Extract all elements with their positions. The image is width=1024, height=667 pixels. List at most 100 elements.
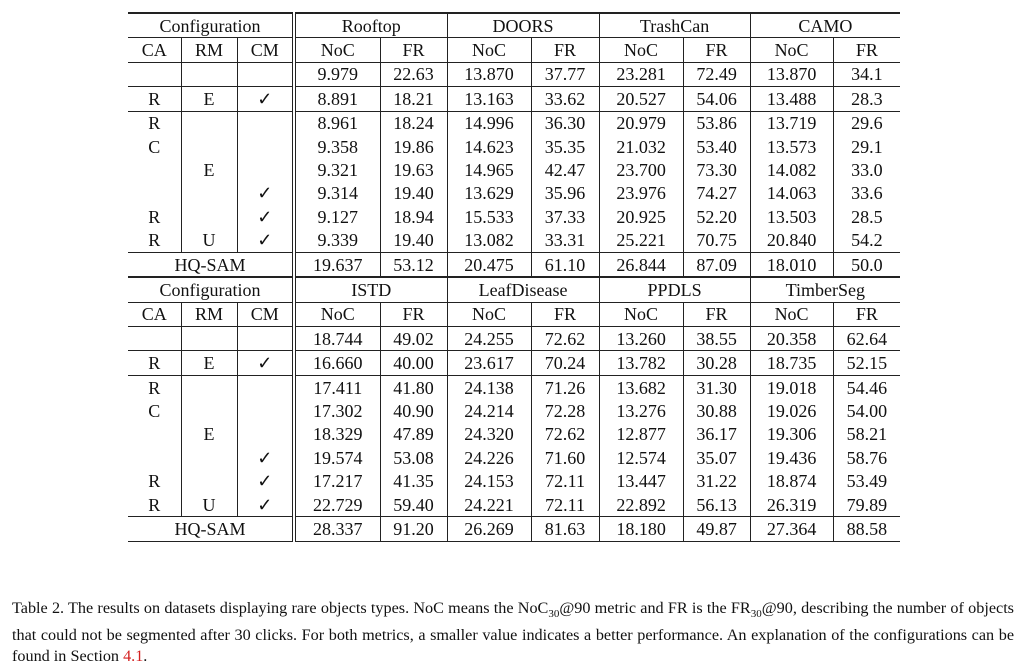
metric-header: NoC — [292, 37, 381, 63]
value-cell: 19.574 — [292, 446, 381, 470]
value-cell: 72.11 — [530, 492, 600, 517]
table-row: R E ✓ 8.891 18.21 13.163 33.62 20.527 54.06 13.48… — [128, 86, 901, 112]
value-cell: 17.302 — [292, 399, 381, 423]
table-row: 9.979 22.63 13.870 37.77 23.281 72.49 13.870 34… — [128, 61, 901, 87]
value-cell: 61.10 — [530, 251, 600, 278]
value-cell: 19.026 — [749, 399, 834, 423]
dataset-header: Rooftop — [292, 12, 448, 38]
value-cell: 41.80 — [379, 374, 448, 400]
value-cell: 26.269 — [446, 516, 532, 542]
value-cell: 12.877 — [598, 422, 684, 447]
metric-header: FR — [379, 37, 448, 63]
caption-text-2: @90 metric and FR is the FR — [559, 599, 751, 618]
results-table: Configuration Rooftop DOORS TrashCan CAMO CA R… — [128, 12, 901, 542]
value-cell: 53.86 — [682, 110, 751, 135]
section-link[interactable]: 4.1 — [123, 647, 144, 666]
hq-sam-label: HQ-SAM — [128, 516, 295, 542]
config-cell: R — [128, 110, 181, 135]
value-cell: 33.62 — [530, 86, 600, 112]
config-cell — [180, 399, 237, 423]
value-cell: 35.35 — [530, 134, 600, 159]
value-cell: 36.30 — [530, 110, 600, 135]
config-cell — [236, 422, 295, 447]
value-cell: 13.260 — [598, 326, 684, 351]
value-cell: 9.314 — [292, 181, 381, 206]
metric-header: FR — [682, 301, 751, 327]
value-cell: 49.02 — [379, 326, 448, 351]
value-cell: 22.892 — [598, 492, 684, 517]
metric-header: FR — [832, 37, 901, 63]
metric-header: NoC — [446, 37, 532, 63]
value-cell: 30.88 — [682, 399, 751, 423]
hq-sam-label: HQ-SAM — [128, 251, 295, 278]
value-cell: 59.40 — [379, 492, 448, 517]
table-row: 18.744 49.02 24.255 72.62 13.260 38.55 20.358 6… — [128, 326, 901, 351]
config-cell — [128, 446, 181, 469]
table-row: R 17.411 41.80 24.138 71.26 13.682 31.30 19.018… — [128, 374, 901, 400]
value-cell: 13.447 — [598, 469, 684, 493]
value-cell: 13.870 — [446, 61, 532, 87]
metric-header: CA — [128, 37, 181, 63]
metric-header: FR — [379, 301, 448, 327]
value-cell: 72.49 — [682, 61, 751, 87]
value-cell: 18.21 — [379, 86, 448, 112]
config-cell: E — [180, 158, 237, 182]
value-cell: 37.77 — [530, 61, 600, 87]
config-cell — [236, 110, 295, 135]
config-cell — [236, 61, 295, 87]
config-cell: R — [148, 471, 161, 492]
value-cell: 18.180 — [598, 516, 684, 542]
config-cell — [180, 134, 237, 159]
value-cell: 24.320 — [446, 422, 532, 447]
value-cell: 22.63 — [379, 61, 448, 87]
value-cell: 53.49 — [832, 469, 901, 493]
value-cell: 22.729 — [292, 492, 381, 517]
value-cell: 26.844 — [598, 251, 684, 278]
value-cell: 19.63 — [379, 158, 448, 182]
value-cell: 9.127 — [292, 205, 381, 229]
metric-header: FR — [832, 301, 901, 327]
value-cell: 87.09 — [682, 251, 751, 278]
config-cell: ✓ — [236, 446, 295, 470]
metric-header: NoC — [446, 301, 532, 327]
metric-header: FR — [530, 37, 600, 63]
value-cell: 20.475 — [446, 251, 532, 278]
value-cell: 13.719 — [749, 110, 834, 135]
value-cell: 18.24 — [379, 110, 448, 135]
header-row-datasets: Configuration ISTD LeafDisease PPDLS TimberS… — [128, 276, 901, 303]
value-cell: 33.31 — [530, 228, 600, 253]
config-cell: ✓ — [236, 350, 295, 376]
value-cell: 38.55 — [682, 326, 751, 351]
value-cell: 24.221 — [446, 492, 532, 517]
value-cell: 28.337 — [292, 516, 381, 542]
value-cell: 35.07 — [682, 446, 751, 470]
value-cell: 8.891 — [292, 86, 381, 112]
value-cell: 29.6 — [832, 110, 901, 135]
value-cell: 19.637 — [292, 251, 381, 278]
table-row: R U ✓ 22.729 59.40 24.221 72.11 22.892 56.13 26.3… — [128, 492, 901, 517]
value-cell: 24.226 — [446, 446, 532, 470]
config-cell — [180, 326, 237, 351]
value-cell: 23.617 — [446, 350, 532, 376]
metric-header: RM — [180, 37, 237, 63]
metric-header: FR — [682, 37, 751, 63]
table-row: R ✓ 9.127 18.94 15.533 37.33 20.925 52.20 13.503… — [128, 205, 901, 229]
value-cell: 9.979 — [292, 61, 381, 87]
caption-text-1: The results on datasets displaying rare … — [68, 599, 549, 618]
value-cell: 17.411 — [292, 374, 381, 400]
value-cell: 19.40 — [379, 228, 448, 253]
config-cell — [180, 61, 237, 87]
value-cell: 54.00 — [832, 399, 901, 423]
config-cell — [128, 61, 181, 87]
value-cell: 50.0 — [832, 251, 901, 278]
table-row: E 18.329 47.89 24.320 72.62 12.877 36.17 19.306… — [128, 422, 901, 447]
value-cell: 18.94 — [379, 205, 448, 229]
value-cell: 79.89 — [832, 492, 901, 517]
value-cell: 20.840 — [749, 228, 834, 253]
config-cell — [128, 158, 181, 181]
value-cell: 72.62 — [530, 422, 600, 447]
metric-header: NoC — [749, 301, 834, 327]
value-cell: 13.488 — [749, 86, 834, 112]
value-cell: 19.436 — [749, 446, 834, 470]
metric-header: NoC — [749, 37, 834, 63]
